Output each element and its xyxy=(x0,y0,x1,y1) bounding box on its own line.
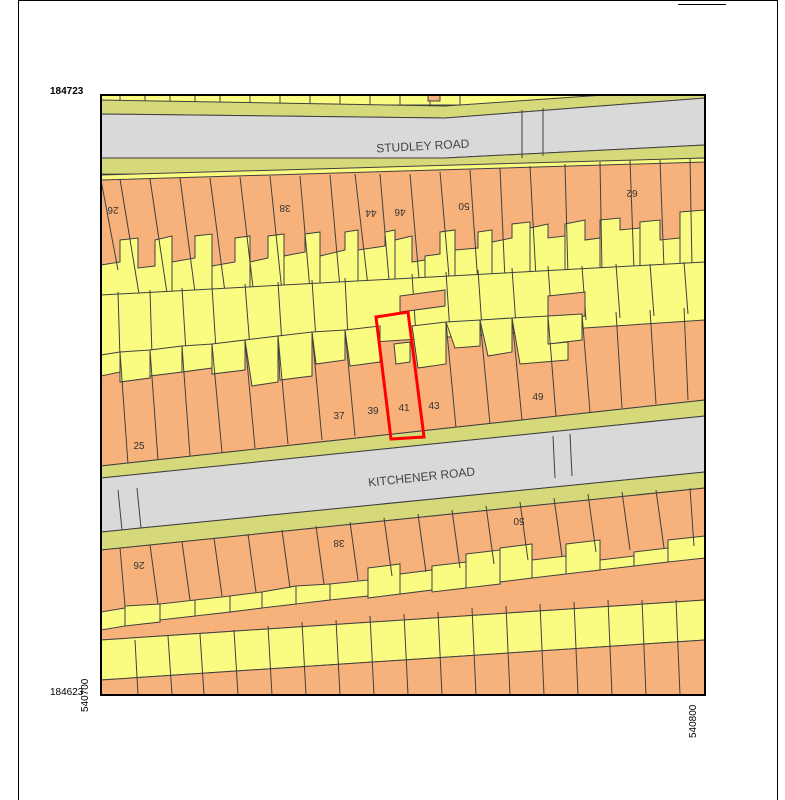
house-number: 25 xyxy=(133,441,145,452)
house-number: 38 xyxy=(279,202,291,213)
kitchener-road xyxy=(101,415,705,533)
kitchener-south-gardens xyxy=(101,535,705,631)
house-number: 46 xyxy=(394,206,406,217)
house-number: 62 xyxy=(626,187,638,198)
bottom-plot-lines xyxy=(134,599,681,695)
studley-road-label: STUDLEY ROAD xyxy=(376,137,470,156)
house-number: 50 xyxy=(458,200,470,211)
coord-y-bottom: 184623 xyxy=(50,687,84,698)
highlighted-plot-41[interactable] xyxy=(374,310,426,441)
kitchener-crossings xyxy=(117,433,573,531)
kitchener-north-gardens xyxy=(101,313,583,387)
house-number: 39 xyxy=(367,406,379,417)
coord-y-top: 184723 xyxy=(50,86,84,97)
coord-x-right: 540800 xyxy=(688,704,699,738)
house-number: 26 xyxy=(133,559,145,570)
house-number: 50 xyxy=(513,515,525,526)
house-number: 26 xyxy=(107,204,119,215)
kitchener-south-plot-lines xyxy=(119,487,695,607)
bottom-gardens xyxy=(101,599,705,681)
studley-north-verge xyxy=(101,95,705,119)
kitchener-south-verge xyxy=(101,471,705,551)
house-number: 38 xyxy=(333,537,345,548)
map-border xyxy=(100,94,706,696)
studley-crossing xyxy=(521,108,544,158)
house-number: 44 xyxy=(365,207,377,218)
studley-road xyxy=(101,97,705,159)
bottom-buildings xyxy=(101,639,705,695)
house-number: 37 xyxy=(333,411,345,422)
coord-x-left: 540700 xyxy=(80,678,91,712)
map-frame xyxy=(18,0,778,800)
house-number: 49 xyxy=(532,392,544,403)
kitchener-north-plot-lines xyxy=(119,307,689,465)
house-number: 43 xyxy=(428,401,440,412)
house-number: 41 xyxy=(398,403,410,414)
studley-south-gardens xyxy=(101,209,705,311)
corner-tick xyxy=(678,0,726,5)
studley-plot-lines xyxy=(101,157,693,301)
